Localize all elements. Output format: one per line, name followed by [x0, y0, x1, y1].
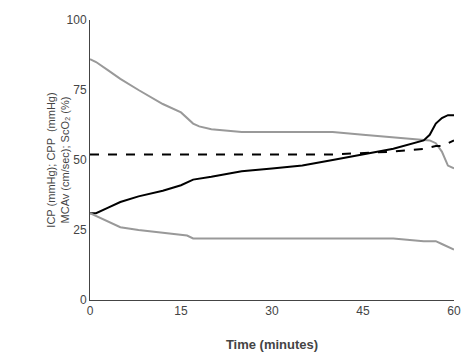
svg-text:Time (minutes): Time (minutes) [226, 337, 318, 352]
svg-text:15: 15 [174, 304, 188, 318]
svg-text:75: 75 [73, 83, 87, 97]
svg-text:50: 50 [73, 153, 87, 167]
svg-text:45: 45 [356, 304, 370, 318]
svg-text:60: 60 [447, 304, 461, 318]
svg-text:ICP (mmHg); CPP (mmHg)MCAv (c: ICP (mmHg); CPP (mmHg)MCAv (cm/sec); ScO… [45, 92, 71, 227]
svg-text:30: 30 [265, 304, 279, 318]
svg-text:25: 25 [73, 223, 87, 237]
svg-text:0: 0 [80, 293, 87, 307]
svg-text:0: 0 [87, 304, 94, 318]
svg-text:100: 100 [67, 13, 87, 27]
